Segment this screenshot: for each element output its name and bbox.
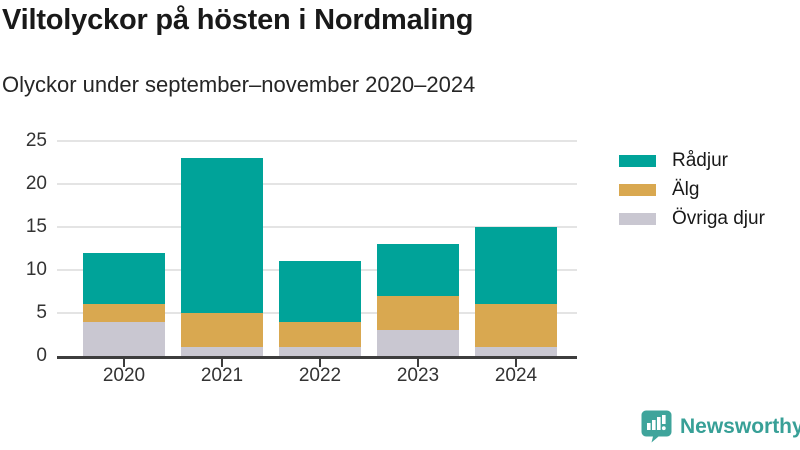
legend-label-Rådjur: Rådjur	[672, 149, 728, 171]
x-tick-2024	[515, 359, 517, 367]
newsworthy-icon	[641, 410, 672, 443]
x-axis-label-2024: 2024	[494, 365, 538, 386]
bar-2024-Älg	[475, 304, 557, 348]
bar-2023-Övriga djur	[377, 330, 459, 356]
bar-2021-Rådjur	[181, 158, 263, 313]
legend-label-Älg: Älg	[672, 178, 700, 200]
y-axis-label-0: 0	[36, 345, 47, 366]
y-axis-label-25: 25	[25, 130, 47, 151]
x-tick-2022	[319, 359, 321, 367]
bar-2021-Övriga djur	[181, 347, 263, 356]
gridline-y25	[57, 140, 577, 142]
bar-2020-Övriga djur	[83, 321, 165, 356]
bar-2024-Övriga djur	[475, 347, 557, 356]
chart-title: Viltolyckor på hösten i Nordmaling	[2, 4, 474, 36]
gridline-y20	[57, 183, 577, 185]
bar-2024-Rådjur	[475, 227, 557, 305]
x-tick-2023	[417, 359, 419, 367]
newsworthy-logo[interactable]: Newsworthy	[641, 410, 800, 443]
bar-2022-Rådjur	[279, 261, 361, 322]
chart-subtitle: Olyckor under september–november 2020–20…	[2, 72, 476, 97]
bar-2021-Älg	[181, 313, 263, 348]
y-axis-label-5: 5	[36, 302, 47, 323]
x-tick-2021	[221, 359, 223, 367]
legend-item-Rådjur: Rådjur	[619, 146, 765, 175]
plot-area	[57, 140, 577, 359]
legend-swatch-Övriga djur	[619, 212, 656, 225]
y-axis-label-10: 10	[25, 259, 47, 280]
legend-item-Älg: Älg	[619, 175, 765, 204]
x-axis-label-2021: 2021	[200, 365, 244, 386]
bar-2022-Övriga djur	[279, 347, 361, 356]
bar-2023-Älg	[377, 295, 459, 331]
legend: Rådjur Älg Övriga djur	[619, 146, 765, 233]
bar-2020-Rådjur	[83, 252, 165, 305]
legend-swatch-Rådjur	[619, 154, 656, 167]
x-axis-label-2023: 2023	[396, 365, 440, 386]
y-axis-label-15: 15	[25, 216, 47, 237]
x-tick-2020	[123, 359, 125, 367]
y-axis-label-20: 20	[25, 173, 47, 194]
x-axis-label-2022: 2022	[298, 365, 342, 386]
bar-2023-Rådjur	[377, 244, 459, 296]
gridline-y15	[57, 226, 577, 228]
legend-item-Övriga djur: Övriga djur	[619, 204, 765, 233]
bar-2020-Älg	[83, 304, 165, 322]
newsworthy-logo-text: Newsworthy	[680, 414, 800, 438]
legend-label-Övriga djur: Övriga djur	[672, 207, 765, 229]
legend-swatch-Älg	[619, 183, 656, 196]
bar-2022-Älg	[279, 321, 361, 348]
x-axis-label-2020: 2020	[102, 365, 146, 386]
